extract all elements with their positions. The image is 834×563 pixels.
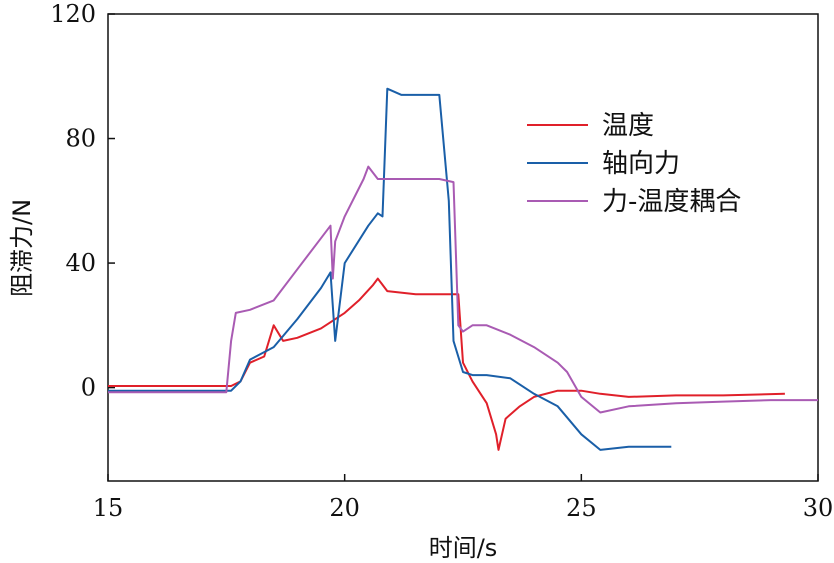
y-axis-title: 阻滞力/N [8, 199, 36, 297]
legend-label-axial-force: 轴向力 [602, 149, 680, 179]
tick-label-group: 15 20 25 30 0 40 80 120 [50, 0, 833, 522]
x-axis-title: 时间/s [429, 534, 498, 562]
series-line-temperature [108, 277, 785, 451]
legend-label-temperature: 温度 [602, 111, 654, 141]
x-tick-label: 15 [93, 494, 124, 522]
y-tick-label: 0 [81, 374, 96, 402]
legend-label-coupled: 力-温度耦合 [602, 187, 741, 217]
legend: 温度 轴向力 力-温度耦合 [527, 111, 741, 217]
plot-area [107, 13, 819, 482]
x-tick-label: 25 [566, 494, 597, 522]
y-tick-label: 40 [65, 249, 96, 277]
x-tick-label: 30 [803, 494, 834, 522]
y-tick-label: 120 [50, 0, 96, 28]
y-tick-label: 80 [65, 125, 96, 153]
series-line-coupled [108, 165, 818, 414]
series-line-axial-force [108, 87, 672, 451]
tick-group [107, 13, 819, 481]
series-group [108, 87, 818, 451]
x-tick-label: 20 [329, 494, 360, 522]
